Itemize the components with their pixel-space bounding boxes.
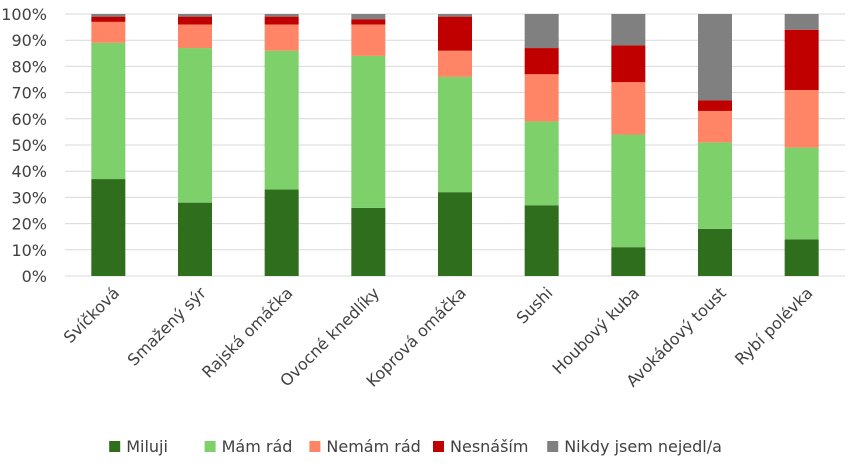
bars [91,14,819,276]
y-tick-label: 80% [11,57,47,76]
bar-segment [438,76,472,193]
bar-segment [91,16,126,22]
bar-segment [178,24,212,49]
bar-segment [91,21,126,43]
y-tick-label: 100% [1,5,47,24]
bar-segment [611,45,646,83]
legend-label: Mám rád [222,437,293,456]
bar-segment [611,14,646,46]
bar-segment [698,110,732,143]
bar-segment [438,16,472,51]
legend-swatch [433,441,444,452]
y-tick-label: 10% [11,241,47,260]
bar-segment [264,24,299,51]
bar-segment [91,42,126,180]
legend-item: Miluji [109,437,168,456]
y-tick-label: 40% [11,162,47,181]
x-tick-label: Sushi [512,283,556,327]
bar-segment [784,239,819,276]
bar-segment [351,55,386,208]
y-tick-label: 20% [11,215,47,234]
bar-segment [351,207,386,276]
bar-segment [524,205,559,276]
x-tick-label: Rajská omáčka [198,283,296,381]
bar-segment [91,14,126,17]
legend-item: Mám rád [204,437,293,456]
bar-segment [264,50,299,190]
legend-swatch [547,441,559,452]
bar-segment [784,147,819,240]
legend-swatch [204,441,216,452]
bar-segment [351,19,386,25]
bar-segment [438,14,472,17]
legend: Miluji Mám rád Nemám rád Nesnáším Nikdy jsem… [109,437,722,456]
bar-segment [524,74,559,122]
bar-segment [178,48,212,203]
bar-segment [611,82,646,135]
bar-segment [264,14,299,17]
x-tick-label: Svíčková [60,283,123,346]
y-tick-label: 90% [11,31,47,50]
bar-segment [178,16,212,25]
bar-segment [611,134,646,248]
legend-label: Nemám rád [326,437,420,456]
legend-label: Nikdy jsem nejedl/a [564,437,722,456]
y-axis-tick-labels: 0% 10% 20% 30% 40% 50% 60% 70% 80% 90% 100% [1,5,47,286]
legend-item: Nikdy jsem nejedl/a [547,437,722,456]
legend-item: Nesnáším [433,437,528,456]
y-tick-label: 0% [22,267,47,286]
bar-segment [784,29,819,90]
legend-swatch [309,441,321,452]
bar-segment [438,50,472,77]
bar-segment [351,24,386,56]
bar-segment [264,16,299,25]
legend-swatch [109,441,121,452]
y-tick-label: 30% [11,188,47,207]
y-tick-label: 70% [11,84,47,103]
bar-segment [698,14,732,101]
legend-label: Nesnáším [450,437,528,456]
bar-segment [178,202,212,276]
bar-segment [91,179,126,276]
bar-segment [698,100,732,111]
bar-segment [524,121,559,206]
bar-segment [698,142,732,229]
bar-segment [524,14,559,49]
bar-segment [524,48,559,75]
bar-segment [178,14,212,17]
x-tick-label: Houbový kuba [549,283,644,378]
legend-item: Nemám rád [309,437,421,456]
y-tick-label: 60% [11,110,47,129]
y-tick-label: 50% [11,136,47,155]
bar-segment [784,89,819,148]
bar-segment [438,192,472,276]
bar-segment [351,14,386,20]
bar-segment [784,14,819,30]
legend-label: Miluji [126,437,168,456]
x-tick-label: Rybí polévka [731,283,816,368]
bar-segment [611,247,646,276]
x-tick-label: Smažený sýr [124,283,210,369]
bar-segment [698,228,732,276]
bar-segment [264,189,299,276]
